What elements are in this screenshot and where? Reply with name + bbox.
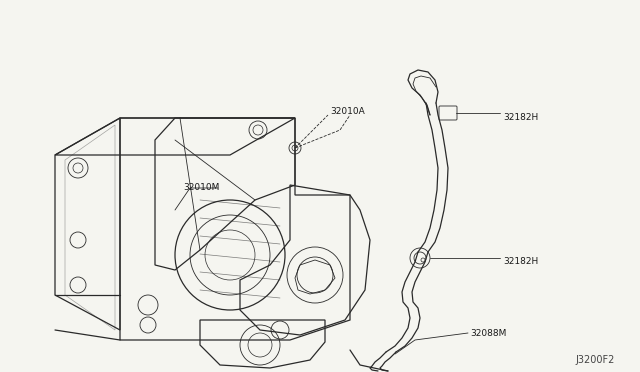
- Text: 32010M: 32010M: [183, 183, 220, 192]
- Text: 32010A: 32010A: [330, 108, 365, 116]
- Text: 32182H: 32182H: [503, 257, 538, 266]
- Text: J3200F2: J3200F2: [575, 355, 614, 365]
- Text: 32088M: 32088M: [470, 328, 506, 337]
- Text: 32182H: 32182H: [503, 112, 538, 122]
